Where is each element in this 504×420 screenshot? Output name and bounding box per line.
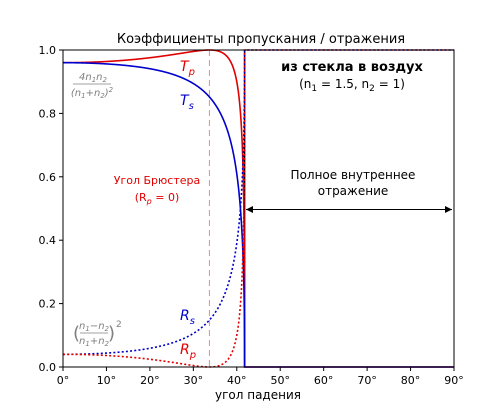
t-num-sub1: 1	[92, 76, 96, 84]
t-den-sub1: 1	[81, 92, 85, 100]
y-tick-label: 1.0	[39, 44, 57, 57]
series-t-s-curve	[63, 61, 454, 368]
tir-arrow-head-right	[445, 206, 452, 213]
t-den-end: )	[104, 88, 109, 99]
rs-label-sub: s	[190, 316, 195, 327]
series-r-s-curve	[63, 49, 454, 356]
x-tick-label: 80°	[401, 374, 421, 387]
t-den-a: (n	[71, 88, 81, 99]
y-tick-label: 0.0	[39, 361, 57, 374]
medium-annotation-line2: (n1 = 1.5, n2 = 1)	[299, 77, 405, 94]
x-tick-label: 90°	[444, 374, 464, 387]
r-num-mid: −n	[90, 321, 105, 332]
tp-label-base: T	[180, 59, 190, 75]
r-formula-lparen: (	[73, 323, 80, 344]
r-num-a: n	[79, 321, 85, 332]
brewster-annotation-line2: (Rp = 0)	[135, 191, 180, 206]
chart-title: Коэффициенты пропускания / отражения	[117, 32, 405, 47]
x-tick-label: 50°	[270, 374, 290, 387]
medium-line2-end: = 1)	[375, 77, 405, 91]
medium-line2-a: (n	[299, 77, 311, 91]
rp-label-base: R	[180, 342, 190, 358]
y-tick-label: 0.2	[39, 298, 57, 311]
x-tick-label: 30°	[184, 374, 204, 387]
y-tick-label: 0.6	[39, 171, 57, 184]
r-formula: ( n1−n2 n1+n2 ) 2	[73, 320, 122, 348]
t-formula-numerator: 4n1n2	[79, 72, 108, 84]
x-tick-label: 10°	[97, 374, 117, 387]
plot-frame	[62, 49, 455, 368]
t-formula: 4n1n2 (n1+n2)2	[71, 72, 114, 100]
tp-label: Tp	[180, 59, 195, 78]
t-den-sup: 2	[109, 86, 114, 94]
medium-line2-sub2: 2	[369, 84, 375, 94]
r-den-a: n	[79, 336, 85, 347]
r-num-sub2: 2	[105, 325, 110, 333]
ts-label-sub: s	[189, 101, 194, 112]
x-tick-label: 20°	[140, 374, 160, 387]
rs-label-base: R	[180, 308, 190, 324]
t-num-a: 4n	[79, 72, 92, 83]
r-formula-numerator: n1−n2	[79, 321, 110, 333]
brewster-annotation-line1: Угол Брюстера	[114, 174, 200, 187]
t-formula-denominator: (n1+n2)2	[71, 86, 114, 100]
brewster-line2-sub: p	[146, 197, 152, 206]
tir-annotation-line2: отражение	[318, 184, 389, 198]
t-num-mid: n	[96, 72, 102, 83]
r-den-mid: +n	[90, 336, 105, 347]
tir-arrow-head-left	[246, 206, 253, 213]
r-formula-denominator: n1+n2	[79, 336, 110, 348]
t-den-mid: +n	[86, 88, 101, 99]
plot-area	[63, 50, 454, 367]
r-formula-sup: 2	[116, 320, 122, 330]
ticks-group: 0° 10° 20° 30° 40° 50° 60° 70° 80° 90° 0.0 0.2 0.4 0.…	[39, 44, 464, 387]
brewster-line2-start: (R	[135, 191, 147, 204]
medium-annotation-line1: из стекла в воздух	[281, 60, 423, 75]
x-tick-label: 60°	[314, 374, 334, 387]
x-tick-label: 40°	[227, 374, 247, 387]
t-den-sub2: 2	[100, 92, 105, 100]
r-formula-rparen: )	[108, 323, 115, 344]
y-tick-label: 0.4	[39, 234, 57, 247]
r-den-sub1: 1	[85, 340, 89, 348]
t-num-sub2: 2	[103, 76, 108, 84]
ts-label: Ts	[180, 93, 194, 112]
medium-line2-sub1: 1	[311, 84, 317, 94]
x-tick-label: 70°	[357, 374, 377, 387]
medium-line2-mid: = 1.5, n	[317, 77, 369, 91]
y-tick-label: 0.8	[39, 107, 57, 120]
r-den-sub2: 2	[105, 340, 110, 348]
brewster-line2-end: = 0)	[152, 191, 180, 204]
x-axis-label: угол падения	[215, 388, 301, 402]
tir-annotation-line1: Полное внутреннее	[291, 168, 416, 182]
ts-label-base: T	[180, 93, 190, 109]
tp-label-sub: p	[188, 67, 195, 78]
rp-label-sub: p	[189, 350, 196, 361]
x-tick-label: 0°	[57, 374, 70, 387]
r-num-sub1: 1	[85, 325, 89, 333]
rs-label: Rs	[180, 308, 195, 327]
rp-label: Rp	[180, 342, 196, 361]
